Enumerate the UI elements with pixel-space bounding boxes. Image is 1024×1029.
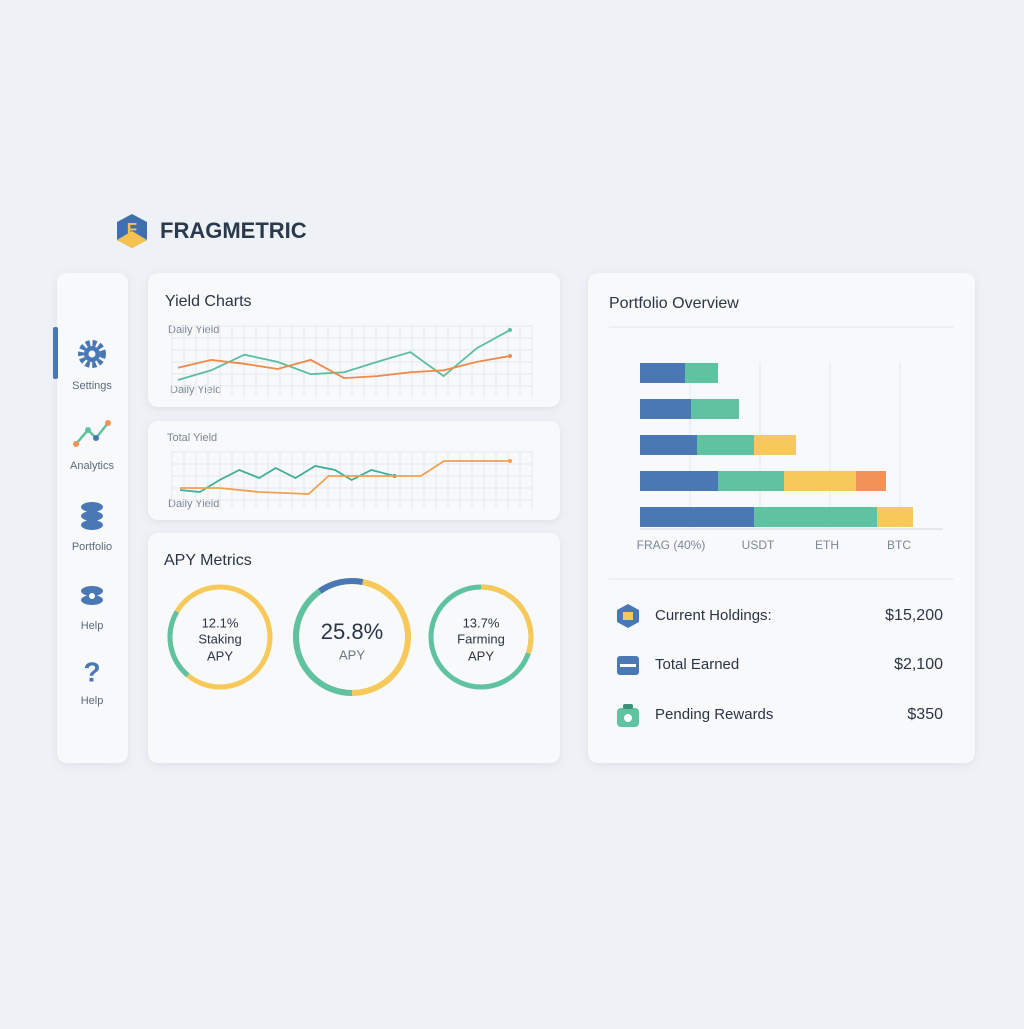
nav-label[interactable]: Help — [81, 620, 104, 632]
logo: F — [117, 214, 147, 248]
nav-label[interactable]: Analytics — [70, 460, 115, 472]
bar-segment — [784, 471, 856, 491]
line-series — [179, 465, 395, 493]
chart-label: Total Yield — [167, 432, 217, 444]
bar-segment — [691, 399, 739, 419]
summary-label: Current Holdings: — [655, 607, 772, 624]
summary-value: $15,200 — [885, 607, 943, 624]
summary-label: Total Earned — [655, 656, 739, 673]
apy-value: 12.1% — [202, 615, 239, 630]
card-title: Yield Charts — [165, 293, 252, 310]
bar-segment — [640, 507, 754, 527]
ring — [428, 584, 534, 690]
bar-segment — [718, 471, 784, 491]
axis-label: BTC — [887, 538, 911, 552]
apy-sub: APY — [339, 647, 365, 662]
apy-sub: APY — [207, 648, 233, 663]
summary-label: Pending Rewards — [655, 706, 773, 723]
chart-label: Daily Yield — [168, 324, 219, 336]
ring — [293, 578, 411, 696]
line-end — [508, 328, 512, 332]
brand-name: FRAGMETRIC — [160, 218, 307, 243]
settings-icon — [78, 340, 106, 368]
help-icon — [81, 586, 103, 605]
apy-value: 25.8% — [321, 619, 383, 644]
line-series — [177, 355, 511, 380]
svg-text:F: F — [127, 219, 137, 238]
line-series — [180, 460, 510, 495]
axis-label: FRAG (40%) — [637, 538, 706, 552]
analytics-icon — [73, 420, 111, 447]
nav-label[interactable]: Settings — [72, 380, 112, 392]
bar-segment — [877, 507, 913, 527]
nav-label[interactable]: Help — [81, 695, 104, 707]
nav-label[interactable]: Portfolio — [72, 541, 112, 553]
bar-segment — [754, 435, 796, 455]
line-end — [508, 459, 512, 463]
total-yield-card — [148, 421, 560, 520]
summary-value: $350 — [907, 706, 943, 723]
apy-label: Farming — [457, 631, 505, 646]
ring — [167, 584, 273, 690]
rewards-icon — [617, 704, 639, 727]
card-title: Portfolio Overview — [609, 295, 739, 312]
grid — [171, 325, 533, 396]
apy-sub: APY — [468, 648, 494, 663]
apy-label: Staking — [198, 631, 241, 646]
card-title: APY Metrics — [164, 552, 252, 569]
axis-label: USDT — [742, 538, 775, 552]
summary-value: $2,100 — [894, 656, 943, 673]
bar-segment — [754, 507, 877, 527]
bar-segment — [640, 471, 718, 491]
apy-value: 13.7% — [463, 615, 500, 630]
bar-segment — [685, 363, 718, 383]
earned-icon — [617, 656, 639, 675]
chart-label: Daily Yield — [168, 498, 219, 510]
holdings-icon — [617, 604, 639, 628]
axis-label: ETH — [815, 538, 839, 552]
active-indicator — [53, 327, 58, 379]
line-end — [508, 354, 512, 358]
bar-segment — [640, 399, 691, 419]
portfolio-icon — [81, 502, 103, 530]
bar-segment — [856, 471, 886, 491]
bar-segment — [697, 435, 754, 455]
help-icon: ? — [83, 656, 100, 687]
bar-segment — [640, 363, 685, 383]
bar-segment — [640, 435, 697, 455]
